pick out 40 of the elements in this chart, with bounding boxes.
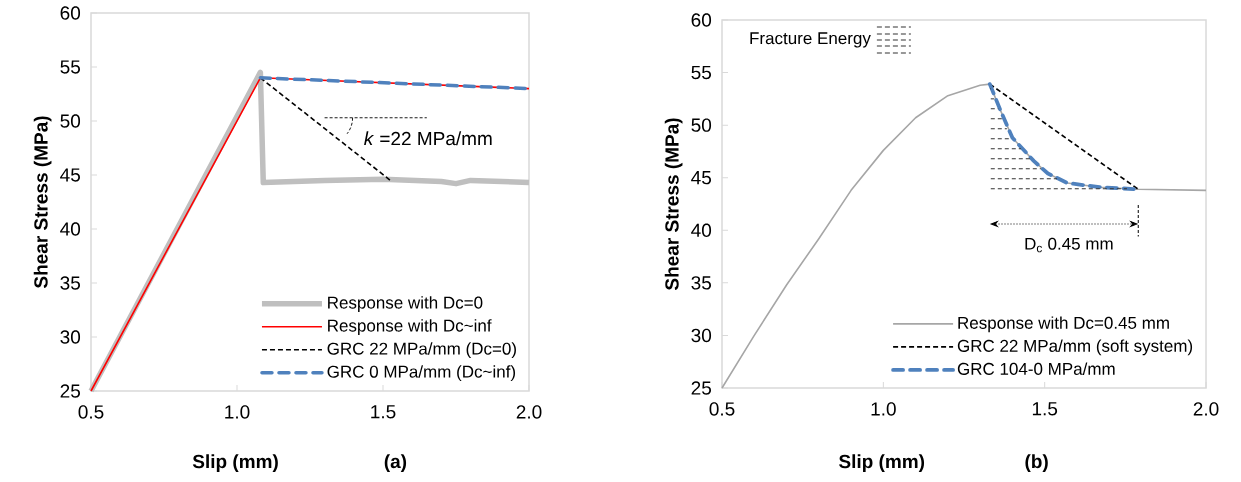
y-tick-label: 30: [60, 330, 81, 344]
text: (a): [384, 454, 407, 472]
x-tick-label: 1.5: [1032, 402, 1058, 416]
y-tick-label: 25: [691, 381, 712, 395]
x-axis-title: Slip (mm): [839, 454, 925, 472]
legend-label: GRC 104-0 MPa/mm: [957, 362, 1115, 375]
y-tick-label: 50: [691, 118, 712, 132]
legend-label: GRC 22 MPa/mm (soft system): [957, 339, 1193, 356]
y-tick-label: 55: [60, 60, 80, 74]
y-tick-label: 40: [60, 222, 81, 236]
y-tick-label: 45: [60, 168, 80, 182]
y-tick-label: 35: [691, 276, 712, 290]
text: (b): [1025, 454, 1048, 472]
legend-label: GRC 0 MPa/mm (Dc~inf): [327, 365, 516, 382]
y-tick-label: 40: [691, 223, 712, 238]
annotation: Fracture Energy: [750, 32, 871, 48]
y-axis-title: Shear Stress (MPa): [33, 116, 52, 289]
y-tick-label: 35: [60, 276, 80, 290]
y-tick-label: 60: [691, 13, 712, 27]
x-tick-label: 0.5: [78, 405, 104, 419]
y-axis-title: Shear Stress (MPa): [664, 118, 683, 291]
x-tick-label: 1.0: [225, 405, 250, 419]
y-tick-label: 55: [691, 65, 712, 80]
y-tick-label: 45: [691, 171, 712, 185]
annotation: D$_{c}$ 0.45 mm: [1025, 237, 1113, 253]
y-tick-label: 50: [60, 114, 81, 128]
x-tick-label: 2.0: [516, 405, 542, 419]
x-tick-label: 1.0: [871, 402, 896, 416]
x-axis-title: Slip (mm): [192, 454, 278, 472]
legend-label: Response with Dc~inf: [328, 319, 492, 336]
annotation: k =22 MPa/mm: [364, 131, 492, 146]
legend-label: Response with Dc=0: [328, 296, 483, 313]
y-tick-label: 25: [60, 384, 80, 398]
x-tick-label: 0.5: [709, 402, 735, 416]
y-tick-label: 30: [691, 328, 712, 343]
legend-label: Response with Dc=0.45 mm: [958, 316, 1169, 333]
legend-label: GRC 22 MPa/mm (Dc=0): [327, 342, 516, 359]
x-tick-label: 1.5: [371, 405, 396, 419]
y-tick-label: 60: [60, 6, 81, 20]
x-tick-label: 2.0: [1193, 402, 1219, 416]
